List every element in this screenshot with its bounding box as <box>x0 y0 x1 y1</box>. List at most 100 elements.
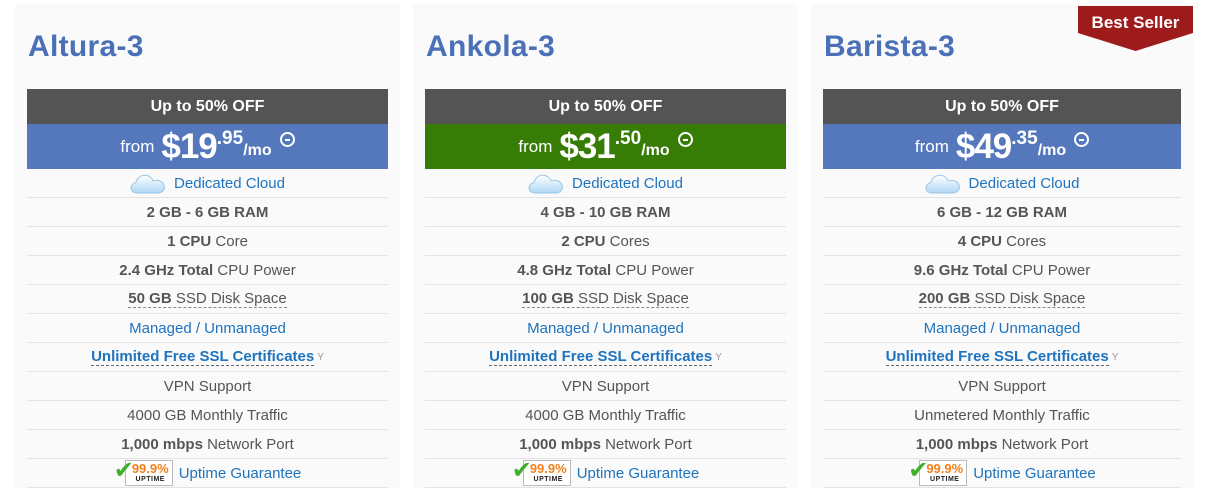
uptime-badge: ✔ 99.9% UPTIME <box>908 457 968 486</box>
price-amount: $49 <box>955 127 1012 166</box>
feature-row: Dedicated Cloud <box>27 169 388 198</box>
feature-row: 1,000 mbps Network Port <box>27 430 388 459</box>
feature-row: 1 CPU Core <box>27 227 388 256</box>
feature-text-rest: Core <box>211 232 248 250</box>
price-prefix: from <box>518 136 553 156</box>
checkmark-icon: ✔ <box>113 457 134 484</box>
feature-row: 4 GB - 10 GB RAM <box>425 198 786 227</box>
feature-text-rest: Network Port <box>600 435 692 453</box>
feature-text-rest: Cores <box>1002 232 1047 250</box>
feature-text: 1 CPU Core <box>167 233 248 250</box>
uptime-guarantee-link[interactable]: Uptime Guarantee <box>178 464 302 482</box>
plan-name: Altura-3 <box>28 30 144 63</box>
feature-row: 2.4 GHz Total CPU Power <box>27 256 388 285</box>
best-seller-label: Best Seller <box>1091 13 1180 32</box>
feature-text-bold: 9.6 GHz Total <box>913 261 1008 279</box>
checkmark-icon: ✔ <box>511 457 532 484</box>
discount-banner: Up to 50% OFF <box>27 89 388 124</box>
feature-row: 100 GB SSD Disk Space <box>425 285 786 314</box>
price-period: /mo <box>641 141 670 159</box>
feature-row: VPN Support <box>823 372 1181 401</box>
feature-text: 4.8 GHz Total CPU Power <box>517 262 693 279</box>
feature-row: 4000 GB Monthly Traffic <box>27 401 388 430</box>
disk-space-tooltip[interactable]: 100 GB SSD Disk Space <box>522 290 689 308</box>
managed-unmanaged-link[interactable]: Managed / Unmanaged <box>129 319 286 337</box>
discount-banner: Up to 50% OFF <box>823 89 1181 124</box>
feature-row: 2 GB - 6 GB RAM <box>27 198 388 227</box>
feature-text-bold: 1,000 mbps <box>121 435 203 453</box>
feature-text: 9.6 GHz Total CPU Power <box>914 262 1090 279</box>
feature-row: 6 GB - 12 GB RAM <box>823 198 1181 227</box>
uptime-guarantee-link[interactable]: Uptime Guarantee <box>973 464 1096 482</box>
feature-row: Managed / Unmanaged <box>425 314 786 343</box>
uptime-label: UPTIME <box>135 476 165 483</box>
feature-text-rest: CPU Power <box>213 261 296 279</box>
feature-text: 2 GB - 6 GB RAM <box>146 203 269 221</box>
discount-label: Up to 50% OFF <box>945 97 1059 115</box>
feature-text-rest: SSD Disk Space <box>573 290 689 307</box>
price-banner: from $19 .95 /mo <box>27 124 388 169</box>
feature-row: ✔ 99.9% UPTIME Uptime Guarantee <box>425 459 786 488</box>
circled-minus-icon[interactable] <box>1074 132 1090 147</box>
footnote-marker: Y <box>715 351 722 363</box>
cloud-icon <box>925 174 960 194</box>
feature-row: Unlimited Free SSL Certificates Y <box>425 343 786 372</box>
uptime-badge: ✔ 99.9% UPTIME <box>511 457 571 486</box>
managed-unmanaged-link[interactable]: Managed / Unmanaged <box>527 319 684 337</box>
managed-unmanaged-link[interactable]: Managed / Unmanaged <box>923 319 1081 337</box>
feature-text: 1,000 mbps Network Port <box>916 436 1089 453</box>
dedicated-cloud-link[interactable]: Dedicated Cloud <box>572 174 683 192</box>
plan-name: Barista-3 <box>824 30 956 63</box>
plan-card: Ankola-3 Up to 50% OFF from $31 .50 /mo … <box>413 4 798 488</box>
feature-text: 4 CPU Cores <box>958 233 1046 250</box>
feature-text: 2 CPU Cores <box>561 233 649 250</box>
feature-row: 4.8 GHz Total CPU Power <box>425 256 786 285</box>
discount-label: Up to 50% OFF <box>150 97 265 115</box>
disk-space-tooltip[interactable]: 200 GB SSD Disk Space <box>918 290 1086 308</box>
feature-row: 4 CPU Cores <box>823 227 1181 256</box>
ssl-certificates-link[interactable]: Unlimited Free SSL Certificates <box>489 348 713 366</box>
uptime-guarantee-link[interactable]: Uptime Guarantee <box>576 464 700 482</box>
disk-space-tooltip[interactable]: 50 GB SSD Disk Space <box>128 290 287 308</box>
feature-text: VPN Support <box>163 377 252 395</box>
plan-card: Altura-3 Up to 50% OFF from $19 .95 /mo … <box>15 4 400 488</box>
feature-row: Managed / Unmanaged <box>27 314 388 343</box>
feature-text: 2.4 GHz Total CPU Power <box>119 262 295 279</box>
feature-row: Unmetered Monthly Traffic <box>823 401 1181 430</box>
plan-card: Best Seller Barista-3 Up to 50% OFF from… <box>811 4 1193 488</box>
feature-text-bold: 2.4 GHz Total <box>119 261 214 279</box>
cloud-icon <box>130 174 165 194</box>
uptime-percent: 99.9% <box>131 461 169 476</box>
feature-text-bold: 50 GB <box>128 290 172 307</box>
feature-row: 4000 GB Monthly Traffic <box>425 401 786 430</box>
price-prefix: from <box>120 136 155 156</box>
uptime-label: UPTIME <box>533 476 563 483</box>
dedicated-cloud-link[interactable]: Dedicated Cloud <box>174 174 285 192</box>
feature-row: 2 CPU Cores <box>425 227 786 256</box>
feature-row: VPN Support <box>27 372 388 401</box>
feature-row: ✔ 99.9% UPTIME Uptime Guarantee <box>823 459 1181 488</box>
feature-list: Dedicated Cloud 2 GB - 6 GB RAM 1 CPU Core… <box>27 169 388 488</box>
circled-minus-icon[interactable] <box>677 132 693 147</box>
feature-list: Dedicated Cloud 4 GB - 10 GB RAM 2 CPU Cor… <box>425 169 786 488</box>
feature-text: 4000 GB Monthly Traffic <box>127 406 288 424</box>
feature-text: 4000 GB Monthly Traffic <box>525 406 686 424</box>
feature-row: Unlimited Free SSL Certificates Y <box>27 343 388 372</box>
feature-row: Unlimited Free SSL Certificates Y <box>823 343 1181 372</box>
ssl-certificates-link[interactable]: Unlimited Free SSL Certificates <box>885 348 1109 366</box>
feature-row: Managed / Unmanaged <box>823 314 1181 343</box>
feature-text: VPN Support <box>958 377 1046 395</box>
checkmark-icon: ✔ <box>908 457 929 484</box>
ssl-certificates-link[interactable]: Unlimited Free SSL Certificates <box>91 348 315 366</box>
feature-row: Dedicated Cloud <box>823 169 1181 198</box>
price-period: /mo <box>1037 141 1067 159</box>
feature-text-rest: Cores <box>605 232 650 250</box>
cloud-icon <box>528 174 563 194</box>
plan-name: Ankola-3 <box>426 30 556 63</box>
feature-text-rest: Network Port <box>202 435 294 453</box>
circled-minus-icon[interactable] <box>279 132 295 147</box>
dedicated-cloud-link[interactable]: Dedicated Cloud <box>968 174 1080 192</box>
footnote-marker: Y <box>317 351 324 363</box>
feature-row: Dedicated Cloud <box>425 169 786 198</box>
